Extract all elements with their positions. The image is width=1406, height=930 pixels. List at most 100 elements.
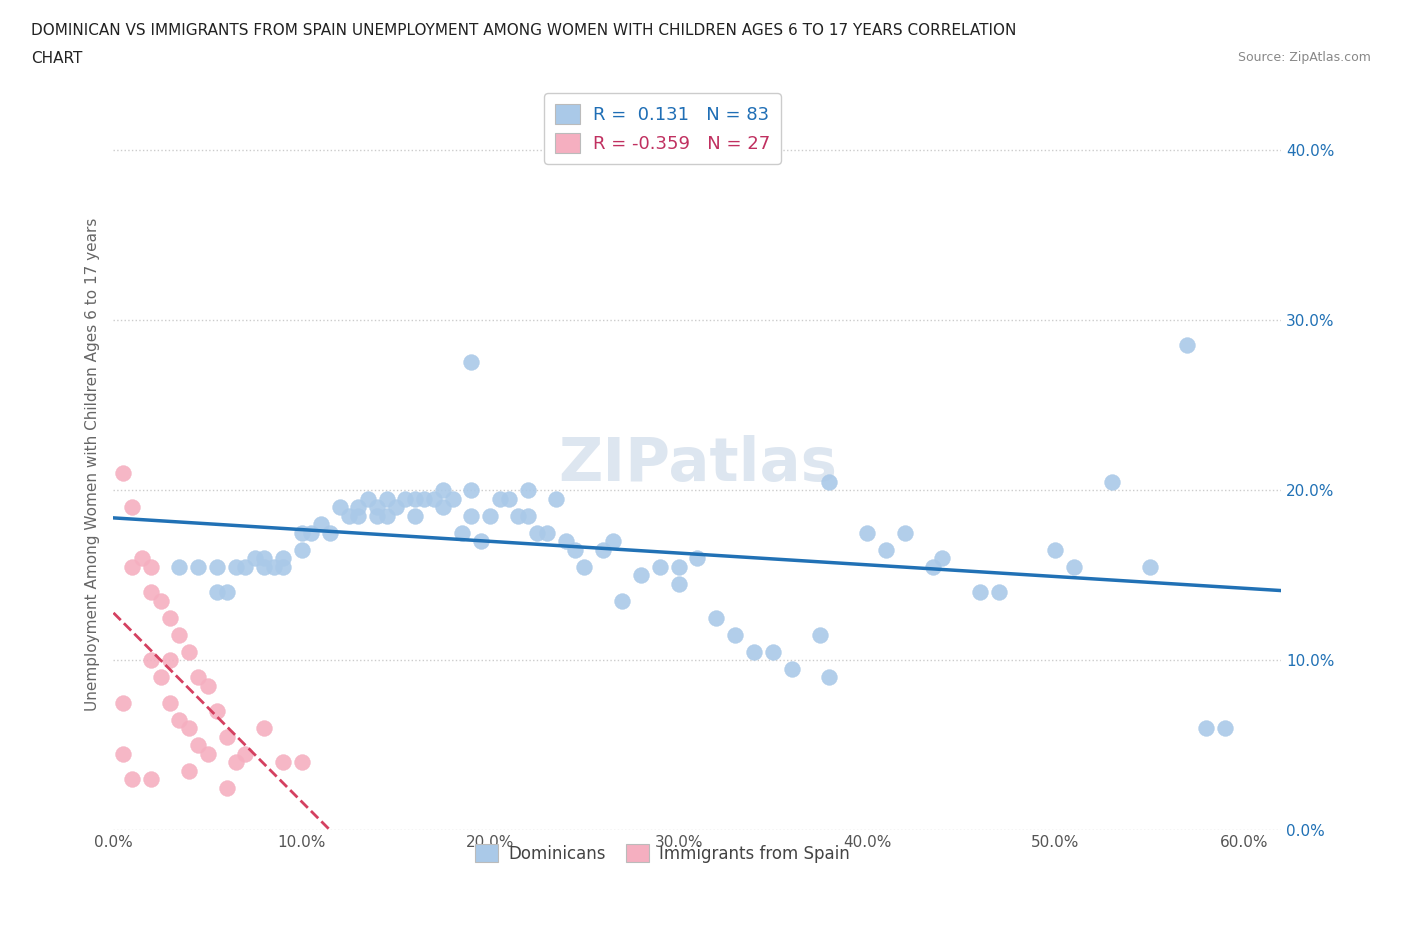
Point xyxy=(299,525,322,540)
Point xyxy=(554,534,576,549)
Point xyxy=(385,499,408,514)
Text: Source: ZipAtlas.com: Source: ZipAtlas.com xyxy=(1237,51,1371,64)
Point xyxy=(347,508,370,523)
Point xyxy=(460,508,482,523)
Point xyxy=(197,678,219,693)
Point xyxy=(1063,559,1085,574)
Point xyxy=(479,508,502,523)
Point xyxy=(516,508,538,523)
Point xyxy=(1101,474,1123,489)
Point xyxy=(177,764,200,778)
Point xyxy=(197,746,219,761)
Point xyxy=(149,670,172,684)
Point xyxy=(404,508,426,523)
Point xyxy=(235,559,257,574)
Point xyxy=(225,559,247,574)
Point xyxy=(149,593,172,608)
Point xyxy=(610,593,633,608)
Y-axis label: Unemployment Among Women with Children Ages 6 to 17 years: Unemployment Among Women with Children A… xyxy=(86,218,100,711)
Point xyxy=(1175,338,1198,352)
Point xyxy=(856,525,879,540)
Point xyxy=(235,746,257,761)
Point xyxy=(498,491,520,506)
Point xyxy=(451,525,474,540)
Point xyxy=(141,559,163,574)
Point xyxy=(931,551,953,565)
Point xyxy=(413,491,436,506)
Point xyxy=(187,670,209,684)
Point xyxy=(422,491,444,506)
Point xyxy=(187,737,209,752)
Point xyxy=(969,585,991,600)
Point xyxy=(574,559,596,574)
Point xyxy=(668,577,690,591)
Point xyxy=(309,516,332,531)
Point xyxy=(724,627,747,642)
Point xyxy=(922,559,945,574)
Point xyxy=(394,491,416,506)
Point xyxy=(291,525,314,540)
Point xyxy=(121,559,143,574)
Point xyxy=(225,755,247,770)
Point xyxy=(253,559,276,574)
Point xyxy=(177,644,200,659)
Point xyxy=(742,644,765,659)
Point xyxy=(111,746,134,761)
Text: CHART: CHART xyxy=(31,51,83,66)
Point xyxy=(111,466,134,481)
Point xyxy=(648,559,671,574)
Point xyxy=(215,780,238,795)
Point xyxy=(432,483,454,498)
Point xyxy=(508,508,530,523)
Point xyxy=(243,551,266,565)
Point xyxy=(337,508,360,523)
Point xyxy=(291,755,314,770)
Point xyxy=(1195,721,1218,736)
Point xyxy=(205,559,228,574)
Point xyxy=(432,499,454,514)
Point xyxy=(893,525,915,540)
Point xyxy=(818,474,841,489)
Point xyxy=(159,653,181,668)
Point xyxy=(366,508,388,523)
Point xyxy=(263,559,285,574)
Point xyxy=(526,525,548,540)
Point xyxy=(319,525,342,540)
Legend: Dominicans, Immigrants from Spain: Dominicans, Immigrants from Spain xyxy=(468,838,856,870)
Point xyxy=(762,644,785,659)
Point xyxy=(460,483,482,498)
Point xyxy=(121,499,143,514)
Point xyxy=(271,755,294,770)
Point xyxy=(875,542,897,557)
Point xyxy=(205,704,228,719)
Point xyxy=(1213,721,1236,736)
Point xyxy=(169,712,191,727)
Point xyxy=(169,559,191,574)
Point xyxy=(592,542,614,557)
Point xyxy=(818,670,841,684)
Point xyxy=(375,491,398,506)
Point xyxy=(177,721,200,736)
Point xyxy=(253,551,276,565)
Point xyxy=(536,525,558,540)
Point xyxy=(187,559,209,574)
Point xyxy=(111,696,134,711)
Point xyxy=(564,542,586,557)
Point xyxy=(141,772,163,787)
Point xyxy=(404,491,426,506)
Point xyxy=(205,585,228,600)
Point xyxy=(630,567,652,582)
Point xyxy=(602,534,624,549)
Point xyxy=(215,585,238,600)
Point xyxy=(271,551,294,565)
Point xyxy=(470,534,492,549)
Point xyxy=(253,721,276,736)
Point xyxy=(546,491,568,506)
Point xyxy=(131,551,153,565)
Point xyxy=(987,585,1010,600)
Text: ZIPatlas: ZIPatlas xyxy=(558,435,837,494)
Point xyxy=(668,559,690,574)
Text: DOMINICAN VS IMMIGRANTS FROM SPAIN UNEMPLOYMENT AMONG WOMEN WITH CHILDREN AGES 6: DOMINICAN VS IMMIGRANTS FROM SPAIN UNEMP… xyxy=(31,23,1017,38)
Point xyxy=(347,499,370,514)
Point xyxy=(291,542,314,557)
